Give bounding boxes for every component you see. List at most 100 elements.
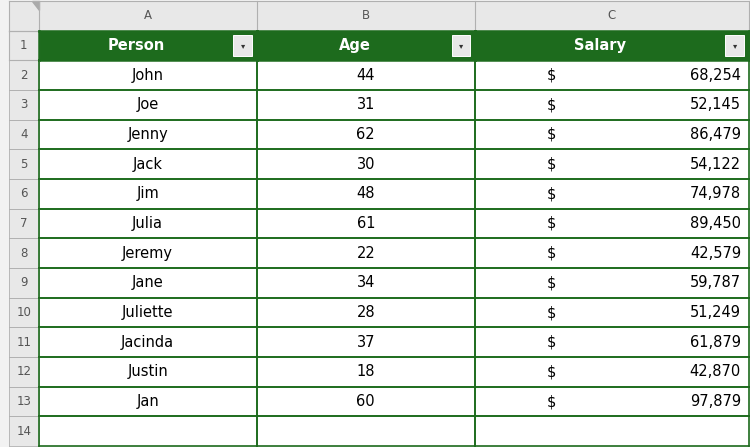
- Bar: [475, 149, 748, 179]
- Text: 5: 5: [20, 158, 28, 171]
- Text: $: $: [547, 97, 556, 112]
- Text: Jim: Jim: [136, 186, 159, 201]
- Bar: [9, 327, 38, 357]
- Bar: [256, 357, 475, 387]
- Bar: [256, 268, 475, 298]
- Text: 44: 44: [356, 67, 375, 83]
- Text: $: $: [547, 364, 556, 380]
- Text: John: John: [132, 67, 164, 83]
- Bar: [725, 35, 744, 56]
- Text: 86,479: 86,479: [690, 127, 741, 142]
- Bar: [9, 179, 38, 209]
- Bar: [475, 179, 748, 209]
- Bar: [38, 120, 256, 149]
- Bar: [256, 120, 475, 149]
- Bar: [38, 417, 256, 446]
- Text: 42,870: 42,870: [690, 364, 741, 380]
- Bar: [475, 90, 748, 120]
- Text: 51,249: 51,249: [690, 305, 741, 320]
- Text: Jeremy: Jeremy: [122, 246, 173, 261]
- Bar: [475, 268, 748, 298]
- Text: Jacinda: Jacinda: [121, 335, 174, 350]
- Text: 68,254: 68,254: [690, 67, 741, 83]
- Text: Jane: Jane: [132, 275, 164, 291]
- Text: $: $: [547, 156, 556, 172]
- Text: 48: 48: [356, 186, 375, 201]
- Text: 14: 14: [16, 425, 32, 438]
- Text: Justin: Justin: [128, 364, 168, 380]
- Text: $: $: [547, 186, 556, 201]
- Text: 61,879: 61,879: [690, 335, 741, 350]
- Bar: [38, 209, 256, 238]
- Text: 74,978: 74,978: [690, 186, 741, 201]
- Text: $: $: [547, 394, 556, 409]
- Text: $: $: [547, 67, 556, 83]
- Bar: [9, 387, 38, 417]
- Bar: [256, 327, 475, 357]
- Text: 97,879: 97,879: [690, 394, 741, 409]
- Bar: [475, 357, 748, 387]
- Text: 37: 37: [356, 335, 375, 350]
- Text: Person: Person: [108, 38, 165, 53]
- Bar: [38, 357, 256, 387]
- Text: 31: 31: [356, 97, 375, 112]
- Text: 3: 3: [20, 98, 28, 111]
- Text: Julia: Julia: [132, 216, 164, 231]
- Bar: [256, 149, 475, 179]
- Bar: [256, 179, 475, 209]
- Bar: [256, 238, 475, 268]
- Text: C: C: [608, 9, 616, 22]
- Bar: [38, 387, 256, 417]
- Bar: [9, 209, 38, 238]
- Text: 4: 4: [20, 128, 28, 141]
- Bar: [38, 1, 256, 30]
- Text: 60: 60: [356, 394, 375, 409]
- Text: 1: 1: [20, 39, 28, 52]
- Text: 62: 62: [356, 127, 375, 142]
- Text: $: $: [547, 246, 556, 261]
- Text: Jack: Jack: [133, 156, 163, 172]
- Bar: [256, 90, 475, 120]
- Bar: [38, 268, 256, 298]
- Bar: [475, 387, 748, 417]
- Text: $: $: [547, 335, 556, 350]
- Text: 54,122: 54,122: [690, 156, 741, 172]
- Text: Jan: Jan: [136, 394, 159, 409]
- Text: 13: 13: [16, 395, 32, 408]
- Text: 30: 30: [356, 156, 375, 172]
- Bar: [256, 298, 475, 327]
- Bar: [38, 298, 256, 327]
- Bar: [475, 209, 748, 238]
- Bar: [475, 298, 748, 327]
- Bar: [475, 120, 748, 149]
- Text: ▾: ▾: [459, 41, 464, 50]
- Bar: [256, 1, 475, 30]
- Bar: [9, 417, 38, 446]
- Bar: [475, 327, 748, 357]
- Bar: [256, 209, 475, 238]
- Bar: [9, 238, 38, 268]
- Bar: [256, 30, 475, 60]
- Text: $: $: [547, 275, 556, 291]
- Text: 89,450: 89,450: [690, 216, 741, 231]
- Text: 61: 61: [356, 216, 375, 231]
- Text: 42,579: 42,579: [690, 246, 741, 261]
- Bar: [9, 357, 38, 387]
- Bar: [38, 149, 256, 179]
- Bar: [38, 238, 256, 268]
- Text: 59,787: 59,787: [690, 275, 741, 291]
- Bar: [38, 30, 256, 60]
- Text: 22: 22: [356, 246, 375, 261]
- Text: 2: 2: [20, 68, 28, 82]
- Bar: [475, 60, 748, 90]
- Text: $: $: [547, 127, 556, 142]
- Text: 34: 34: [356, 275, 375, 291]
- Text: A: A: [144, 9, 152, 22]
- Text: Jenny: Jenny: [128, 127, 168, 142]
- Bar: [256, 60, 475, 90]
- Bar: [9, 120, 38, 149]
- Bar: [9, 298, 38, 327]
- Text: Salary: Salary: [574, 38, 626, 53]
- Text: 18: 18: [356, 364, 375, 380]
- Bar: [475, 417, 748, 446]
